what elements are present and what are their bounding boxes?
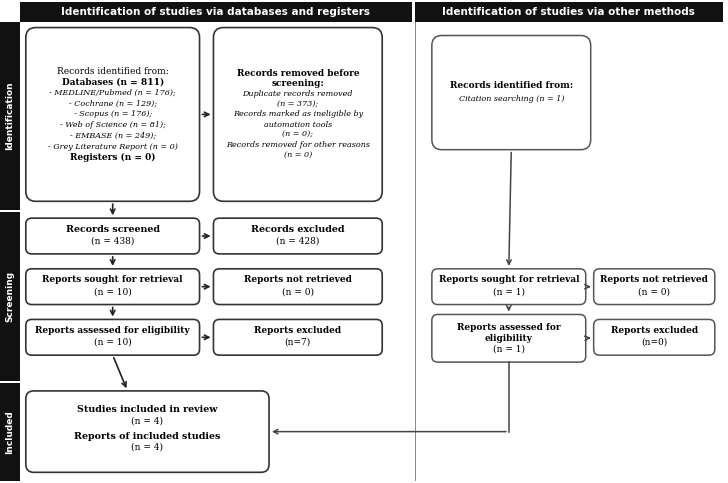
- FancyBboxPatch shape: [25, 269, 199, 305]
- Text: Identification of studies via other methods: Identification of studies via other meth…: [443, 7, 695, 17]
- FancyBboxPatch shape: [25, 28, 199, 201]
- Text: (n = 1): (n = 1): [493, 287, 525, 296]
- Text: (n = 4): (n = 4): [132, 416, 163, 425]
- Text: Identification of studies via databases and registers: Identification of studies via databases …: [61, 7, 371, 17]
- FancyBboxPatch shape: [213, 269, 382, 305]
- Text: Identification: Identification: [5, 82, 15, 150]
- Text: eligibility: eligibility: [485, 334, 533, 343]
- Text: Records removed for other reasons: Records removed for other reasons: [226, 141, 370, 149]
- Text: Included: Included: [5, 410, 15, 454]
- Text: Databases (n = 811): Databases (n = 811): [62, 78, 164, 87]
- Text: Records excluded: Records excluded: [251, 225, 344, 234]
- Bar: [0, 212, 20, 381]
- Text: (n = 10): (n = 10): [94, 287, 132, 296]
- Text: (n=7): (n=7): [285, 338, 311, 347]
- FancyBboxPatch shape: [213, 218, 382, 254]
- Text: Registers (n = 0): Registers (n = 0): [70, 153, 156, 162]
- Text: Citation searching (n = 1): Citation searching (n = 1): [459, 95, 564, 102]
- Text: Studies included in review: Studies included in review: [77, 405, 218, 414]
- Text: - EMBASE (n = 249);: - EMBASE (n = 249);: [70, 132, 156, 140]
- FancyBboxPatch shape: [432, 314, 586, 362]
- Text: Duplicate records removed: Duplicate records removed: [242, 90, 353, 98]
- FancyBboxPatch shape: [593, 319, 715, 355]
- Text: (n = 0): (n = 0): [638, 287, 670, 296]
- Bar: [415, 2, 723, 22]
- FancyBboxPatch shape: [25, 319, 199, 355]
- Text: Reports assessed for: Reports assessed for: [457, 323, 561, 332]
- Text: Reports of included studies: Reports of included studies: [74, 432, 221, 441]
- Text: Records identified from:: Records identified from:: [57, 67, 169, 76]
- FancyBboxPatch shape: [432, 269, 586, 305]
- Text: Reports assessed for eligibility: Reports assessed for eligibility: [36, 326, 190, 335]
- Bar: [0, 22, 20, 210]
- Text: Reports not retrieved: Reports not retrieved: [244, 275, 352, 284]
- FancyBboxPatch shape: [25, 391, 269, 472]
- FancyBboxPatch shape: [432, 36, 590, 150]
- Text: Reports sought for retrieval: Reports sought for retrieval: [438, 275, 579, 284]
- Text: screening:: screening:: [272, 79, 324, 88]
- Text: Reports excluded: Reports excluded: [611, 326, 698, 335]
- FancyBboxPatch shape: [25, 218, 199, 254]
- FancyBboxPatch shape: [593, 269, 715, 305]
- Text: (n = 1): (n = 1): [493, 345, 525, 354]
- Text: Records screened: Records screened: [66, 225, 159, 234]
- Text: Records marked as ineligible by: Records marked as ineligible by: [233, 111, 363, 118]
- Text: - Scopus (n = 176);: - Scopus (n = 176);: [74, 111, 152, 118]
- Text: automation tools: automation tools: [264, 121, 332, 128]
- FancyBboxPatch shape: [213, 28, 382, 201]
- Bar: [20, 2, 412, 22]
- Text: Reports not retrieved: Reports not retrieved: [601, 275, 708, 284]
- Text: - Web of Science (n = 81);: - Web of Science (n = 81);: [60, 121, 165, 129]
- Text: - Grey Literature Report (n = 0): - Grey Literature Report (n = 0): [48, 142, 178, 151]
- Text: - Cochrane (n = 129);: - Cochrane (n = 129);: [68, 99, 157, 108]
- Text: (n = 428): (n = 428): [276, 237, 320, 245]
- Text: (n = 0): (n = 0): [282, 287, 314, 296]
- Text: (n = 4): (n = 4): [132, 443, 163, 452]
- Text: (n = 10): (n = 10): [94, 338, 132, 347]
- Text: Reports sought for retrieval: Reports sought for retrieval: [42, 275, 183, 284]
- Text: (n = 0);: (n = 0);: [282, 131, 313, 139]
- Text: Records identified from:: Records identified from:: [450, 81, 573, 90]
- Text: Screening: Screening: [5, 271, 15, 322]
- Text: (n = 373);: (n = 373);: [277, 100, 318, 108]
- Text: (n = 0): (n = 0): [284, 151, 312, 159]
- FancyBboxPatch shape: [213, 319, 382, 355]
- Text: Reports excluded: Reports excluded: [254, 326, 341, 335]
- Text: (n=0): (n=0): [641, 338, 668, 347]
- Text: - MEDLINE/Pubmed (n = 176);: - MEDLINE/Pubmed (n = 176);: [50, 89, 176, 97]
- Bar: [0, 383, 20, 481]
- Text: (n = 438): (n = 438): [91, 237, 135, 245]
- Text: Records removed before: Records removed before: [237, 69, 359, 78]
